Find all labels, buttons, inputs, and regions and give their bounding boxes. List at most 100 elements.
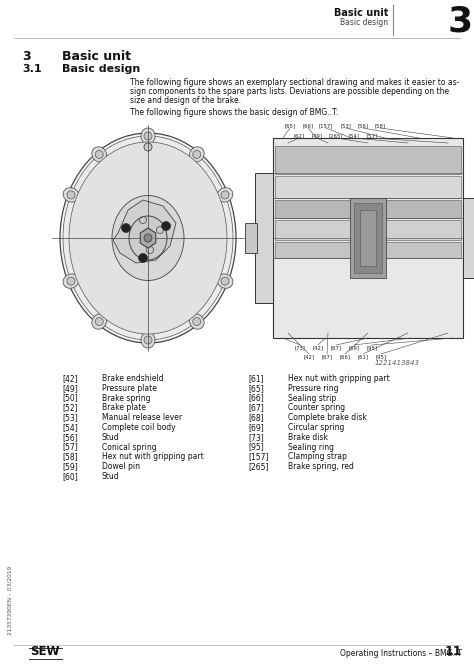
Text: [53]: [53] xyxy=(62,413,78,422)
Text: Basic design: Basic design xyxy=(340,18,388,27)
Text: [50]: [50] xyxy=(62,393,78,403)
Text: size and design of the brake.: size and design of the brake. xyxy=(130,96,241,105)
Text: The following figure shows an exemplary sectional drawing and makes it easier to: The following figure shows an exemplary … xyxy=(130,78,459,87)
Text: Stud: Stud xyxy=(102,472,119,481)
Circle shape xyxy=(193,151,201,158)
Text: [69]: [69] xyxy=(248,423,264,432)
Bar xyxy=(275,200,461,218)
Ellipse shape xyxy=(63,188,79,202)
Text: Counter spring: Counter spring xyxy=(288,403,345,413)
Text: [62]: [62] xyxy=(293,133,304,138)
Bar xyxy=(354,203,382,273)
Text: [68]: [68] xyxy=(248,413,264,422)
Text: Brake endshield: Brake endshield xyxy=(102,374,164,383)
Text: [67]: [67] xyxy=(248,403,264,413)
Circle shape xyxy=(221,277,229,285)
Text: [59]: [59] xyxy=(62,462,78,471)
Text: [69]: [69] xyxy=(348,345,359,350)
Ellipse shape xyxy=(69,142,227,334)
Text: [52]: [52] xyxy=(62,403,78,413)
Text: 1221413843: 1221413843 xyxy=(375,360,420,366)
Ellipse shape xyxy=(190,314,204,329)
Text: Operating Instructions – BMG..T: Operating Instructions – BMG..T xyxy=(340,649,462,658)
Text: [61]: [61] xyxy=(357,354,368,359)
Bar xyxy=(463,198,474,278)
Circle shape xyxy=(121,224,130,232)
Text: Manual release lever: Manual release lever xyxy=(102,413,182,422)
Text: 3: 3 xyxy=(22,50,31,63)
Ellipse shape xyxy=(190,147,204,162)
Text: [58]: [58] xyxy=(62,452,78,462)
Bar xyxy=(275,242,461,258)
Text: Complete brake disk: Complete brake disk xyxy=(288,413,367,422)
Text: [56]: [56] xyxy=(357,123,368,128)
Text: Stud: Stud xyxy=(102,433,119,442)
Text: Hex nut with gripping part: Hex nut with gripping part xyxy=(102,452,204,462)
Text: [54]: [54] xyxy=(348,133,359,138)
Bar xyxy=(275,220,461,240)
Text: [49]: [49] xyxy=(311,133,322,138)
Text: [61]: [61] xyxy=(248,374,264,383)
Text: [73]: [73] xyxy=(248,433,264,442)
Text: [65]: [65] xyxy=(248,384,264,393)
Text: Complete coil body: Complete coil body xyxy=(102,423,176,432)
Text: [95]: [95] xyxy=(375,354,386,359)
Text: Brake spring: Brake spring xyxy=(102,393,151,403)
Ellipse shape xyxy=(141,128,155,144)
Text: [265]: [265] xyxy=(248,462,268,471)
Circle shape xyxy=(144,132,152,140)
Text: [42]: [42] xyxy=(62,374,78,383)
Circle shape xyxy=(67,191,75,199)
Bar xyxy=(14,118,460,358)
Circle shape xyxy=(144,234,152,242)
Text: [66]: [66] xyxy=(248,393,264,403)
Text: SEW: SEW xyxy=(30,645,60,658)
Text: Basic unit: Basic unit xyxy=(62,50,131,63)
Text: 21357390EN – 03/2019: 21357390EN – 03/2019 xyxy=(8,565,12,634)
Text: [95]: [95] xyxy=(248,443,264,452)
Text: Brake plate: Brake plate xyxy=(102,403,146,413)
Circle shape xyxy=(95,151,103,158)
Text: Sealing ring: Sealing ring xyxy=(288,443,334,452)
Text: Basic unit: Basic unit xyxy=(334,8,388,18)
Ellipse shape xyxy=(141,332,155,348)
Text: [157]: [157] xyxy=(319,123,333,128)
Ellipse shape xyxy=(217,274,233,288)
Bar xyxy=(360,210,376,266)
Bar xyxy=(275,146,461,174)
Circle shape xyxy=(162,222,171,230)
Text: [73]: [73] xyxy=(294,345,305,350)
Polygon shape xyxy=(140,228,156,248)
Ellipse shape xyxy=(112,196,184,281)
Text: Circular spring: Circular spring xyxy=(288,423,345,432)
Text: [54]: [54] xyxy=(62,423,78,432)
Text: 3: 3 xyxy=(447,5,473,39)
Text: [265]: [265] xyxy=(329,133,343,138)
Text: Pressure ring: Pressure ring xyxy=(288,384,338,393)
Circle shape xyxy=(67,277,75,285)
Text: Clamping strap: Clamping strap xyxy=(288,452,347,462)
Text: [57]: [57] xyxy=(366,133,377,138)
Text: [56]: [56] xyxy=(62,433,78,442)
Bar xyxy=(350,198,386,278)
Text: [66]: [66] xyxy=(302,123,313,128)
Bar xyxy=(245,223,257,253)
Text: 3.1: 3.1 xyxy=(22,64,42,74)
Bar xyxy=(273,138,463,338)
Ellipse shape xyxy=(217,188,233,202)
Text: [67]: [67] xyxy=(330,345,341,350)
Text: [65]: [65] xyxy=(284,123,295,128)
Text: sign components to the spare parts lists. Deviations are possible depending on t: sign components to the spare parts lists… xyxy=(130,87,449,96)
Text: 11: 11 xyxy=(445,645,462,658)
Circle shape xyxy=(138,253,147,263)
Text: Conical spring: Conical spring xyxy=(102,443,156,452)
Ellipse shape xyxy=(92,147,107,162)
Circle shape xyxy=(221,191,229,199)
Circle shape xyxy=(95,318,103,326)
Text: [42]: [42] xyxy=(312,345,323,350)
Text: [53]: [53] xyxy=(340,123,351,128)
Ellipse shape xyxy=(129,216,167,260)
Ellipse shape xyxy=(60,133,236,343)
Circle shape xyxy=(193,318,201,326)
Ellipse shape xyxy=(63,136,233,340)
